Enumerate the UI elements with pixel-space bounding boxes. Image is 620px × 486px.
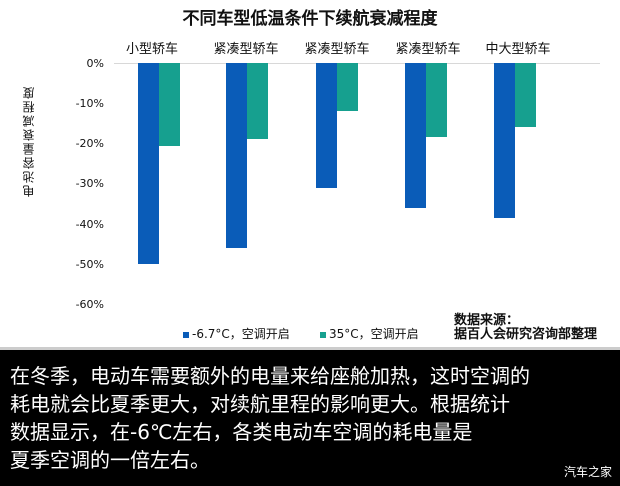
legend-label: -6.7°C，空调开启	[192, 327, 290, 341]
bar	[515, 63, 536, 128]
bar	[226, 63, 247, 248]
y-tick: -50%	[75, 258, 104, 271]
caption-line: 数据显示，在-6℃左右，各类电动车空调的耗电量是	[10, 420, 473, 444]
bar	[316, 63, 337, 188]
data-source: 数据来源： 据百人会研究咨询部整理	[454, 314, 597, 342]
legend-swatch-icon	[183, 331, 189, 338]
category-label: 紧凑型轿车	[395, 42, 461, 57]
caption-text: 在冬季，电动车需要额外的电量来给座舱加热，这时空调的 耗电就会比夏季更大，对续航…	[10, 362, 610, 474]
source-label: 数据来源：	[454, 313, 520, 328]
category-label: 紧凑型轿车	[304, 42, 370, 57]
bar	[494, 63, 515, 218]
y-tick: 0%	[86, 57, 104, 70]
category-label: 紧凑型轿车	[213, 42, 279, 57]
bar	[405, 63, 426, 208]
caption-line: 在冬季，电动车需要额外的电量来给座舱加热，这时空调的	[10, 364, 530, 388]
legend-swatch-icon	[320, 331, 326, 338]
bar	[159, 63, 180, 147]
legend-item: -6.7°C，空调开启	[183, 325, 290, 342]
legend-item: 35°C，空调开启	[320, 325, 419, 342]
watermark: 汽车之家	[563, 465, 612, 479]
caption-line: 夏季空调的一倍左右。	[10, 448, 210, 472]
bar	[138, 63, 159, 264]
y-tick: -10%	[75, 97, 104, 110]
bar	[247, 63, 268, 140]
y-tick: -40%	[75, 218, 104, 231]
bar	[426, 63, 447, 138]
legend-label: 35°C，空调开启	[329, 327, 419, 341]
y-tick: -30%	[75, 177, 104, 190]
y-tick: -20%	[75, 137, 104, 150]
y-tick: -60%	[75, 298, 104, 311]
caption-panel: 在冬季，电动车需要额外的电量来给座舱加热，这时空调的 耗电就会比夏季更大，对续航…	[0, 347, 620, 486]
chart: 不同车型低温条件下续航衰减程度 小型轿车 紧凑型轿车 紧凑型轿车 紧凑型轿车 中…	[22, 9, 600, 342]
y-axis-label: 电池容量衰减程度	[22, 85, 36, 197]
caption-line: 耗电就会比夏季更大，对续航里程的影响更大。根据统计	[10, 392, 510, 416]
bar	[337, 63, 358, 112]
chart-title: 不同车型低温条件下续航衰减程度	[182, 9, 438, 29]
category-label: 中大型轿车	[485, 42, 551, 57]
source-value: 据百人会研究咨询部整理	[454, 327, 598, 342]
category-label: 小型轿车	[125, 42, 178, 57]
